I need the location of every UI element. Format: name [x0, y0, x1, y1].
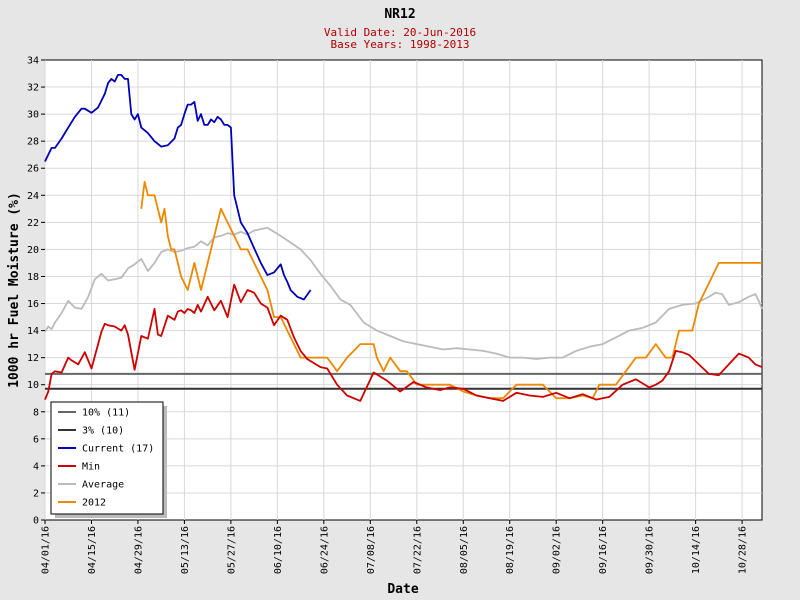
x-tick-label: 08/05/16	[459, 526, 470, 574]
x-tick-label: 06/10/16	[273, 526, 284, 574]
y-tick-label: 4	[33, 461, 39, 472]
y-tick-label: 20	[27, 245, 39, 256]
legend: 10% (11) 3% (10) Current (17) Min Average 201…	[50, 401, 167, 518]
y-tick-label: 18	[27, 272, 39, 283]
y-tick-label: 8	[33, 407, 39, 418]
x-tick-label: 10/14/16	[691, 526, 702, 574]
x-tick-label: 04/15/16	[87, 526, 98, 574]
y-tick-label: 26	[27, 164, 39, 175]
x-tick-label: 09/30/16	[645, 526, 656, 574]
legend-label: 2012	[82, 498, 106, 509]
legend-label: Average	[82, 480, 124, 491]
y-tick-label: 34	[27, 56, 39, 67]
chart-title: NR12	[384, 7, 415, 22]
x-tick-label: 09/16/16	[598, 526, 609, 574]
y-tick-label: 10	[27, 380, 39, 391]
x-axis-label: Date	[387, 582, 418, 597]
y-tick-label: 0	[33, 516, 39, 527]
x-axis-ticks: 04/01/16 04/15/16 04/29/16 05/13/16 05/27/16…	[41, 520, 749, 574]
legend-items: 10% (11) 3% (10) Current (17) Min Average 201…	[58, 408, 154, 509]
grid	[44, 60, 762, 520]
x-tick-label: 10/28/16	[738, 526, 749, 574]
x-tick-label: 07/22/16	[412, 526, 423, 574]
y-tick-label: 32	[27, 83, 39, 94]
x-tick-label: 09/02/16	[552, 526, 563, 574]
series-group	[44, 74, 763, 402]
x-tick-label: 08/19/16	[505, 526, 516, 574]
legend-label: Min	[82, 462, 100, 473]
x-tick-label: 07/08/16	[366, 526, 377, 574]
x-tick-label: 04/01/16	[41, 526, 52, 574]
y-tick-label: 12	[27, 353, 39, 364]
legend-label: Current (17)	[82, 444, 154, 455]
y-tick-label: 24	[27, 191, 39, 202]
y-tick-label: 14	[27, 326, 39, 337]
y-tick-label: 2	[33, 488, 39, 499]
chart-subtitle-base-years: Base Years: 1998-2013	[330, 38, 469, 51]
series-line	[44, 283, 763, 402]
y-tick-label: 28	[27, 137, 39, 148]
x-tick-label: 06/24/16	[319, 526, 330, 574]
legend-label: 3% (10)	[82, 426, 124, 437]
y-axis-label: 1000 hr Fuel Moisture (%)	[7, 192, 22, 388]
y-tick-label: 16	[27, 299, 39, 310]
y-tick-label: 6	[33, 434, 39, 445]
legend-label: 10% (11)	[82, 408, 130, 419]
x-tick-label: 05/27/16	[226, 526, 237, 574]
y-tick-label: 22	[27, 218, 39, 229]
x-tick-label: 05/13/16	[180, 526, 191, 574]
series-line	[44, 226, 763, 360]
series-line	[44, 74, 312, 301]
x-tick-label: 04/29/16	[133, 526, 144, 574]
series-line	[140, 180, 762, 400]
chart-subtitle-valid-date: Valid Date: 20-Jun-2016	[324, 26, 476, 39]
y-tick-label: 30	[27, 110, 39, 121]
legend-box	[50, 401, 164, 515]
